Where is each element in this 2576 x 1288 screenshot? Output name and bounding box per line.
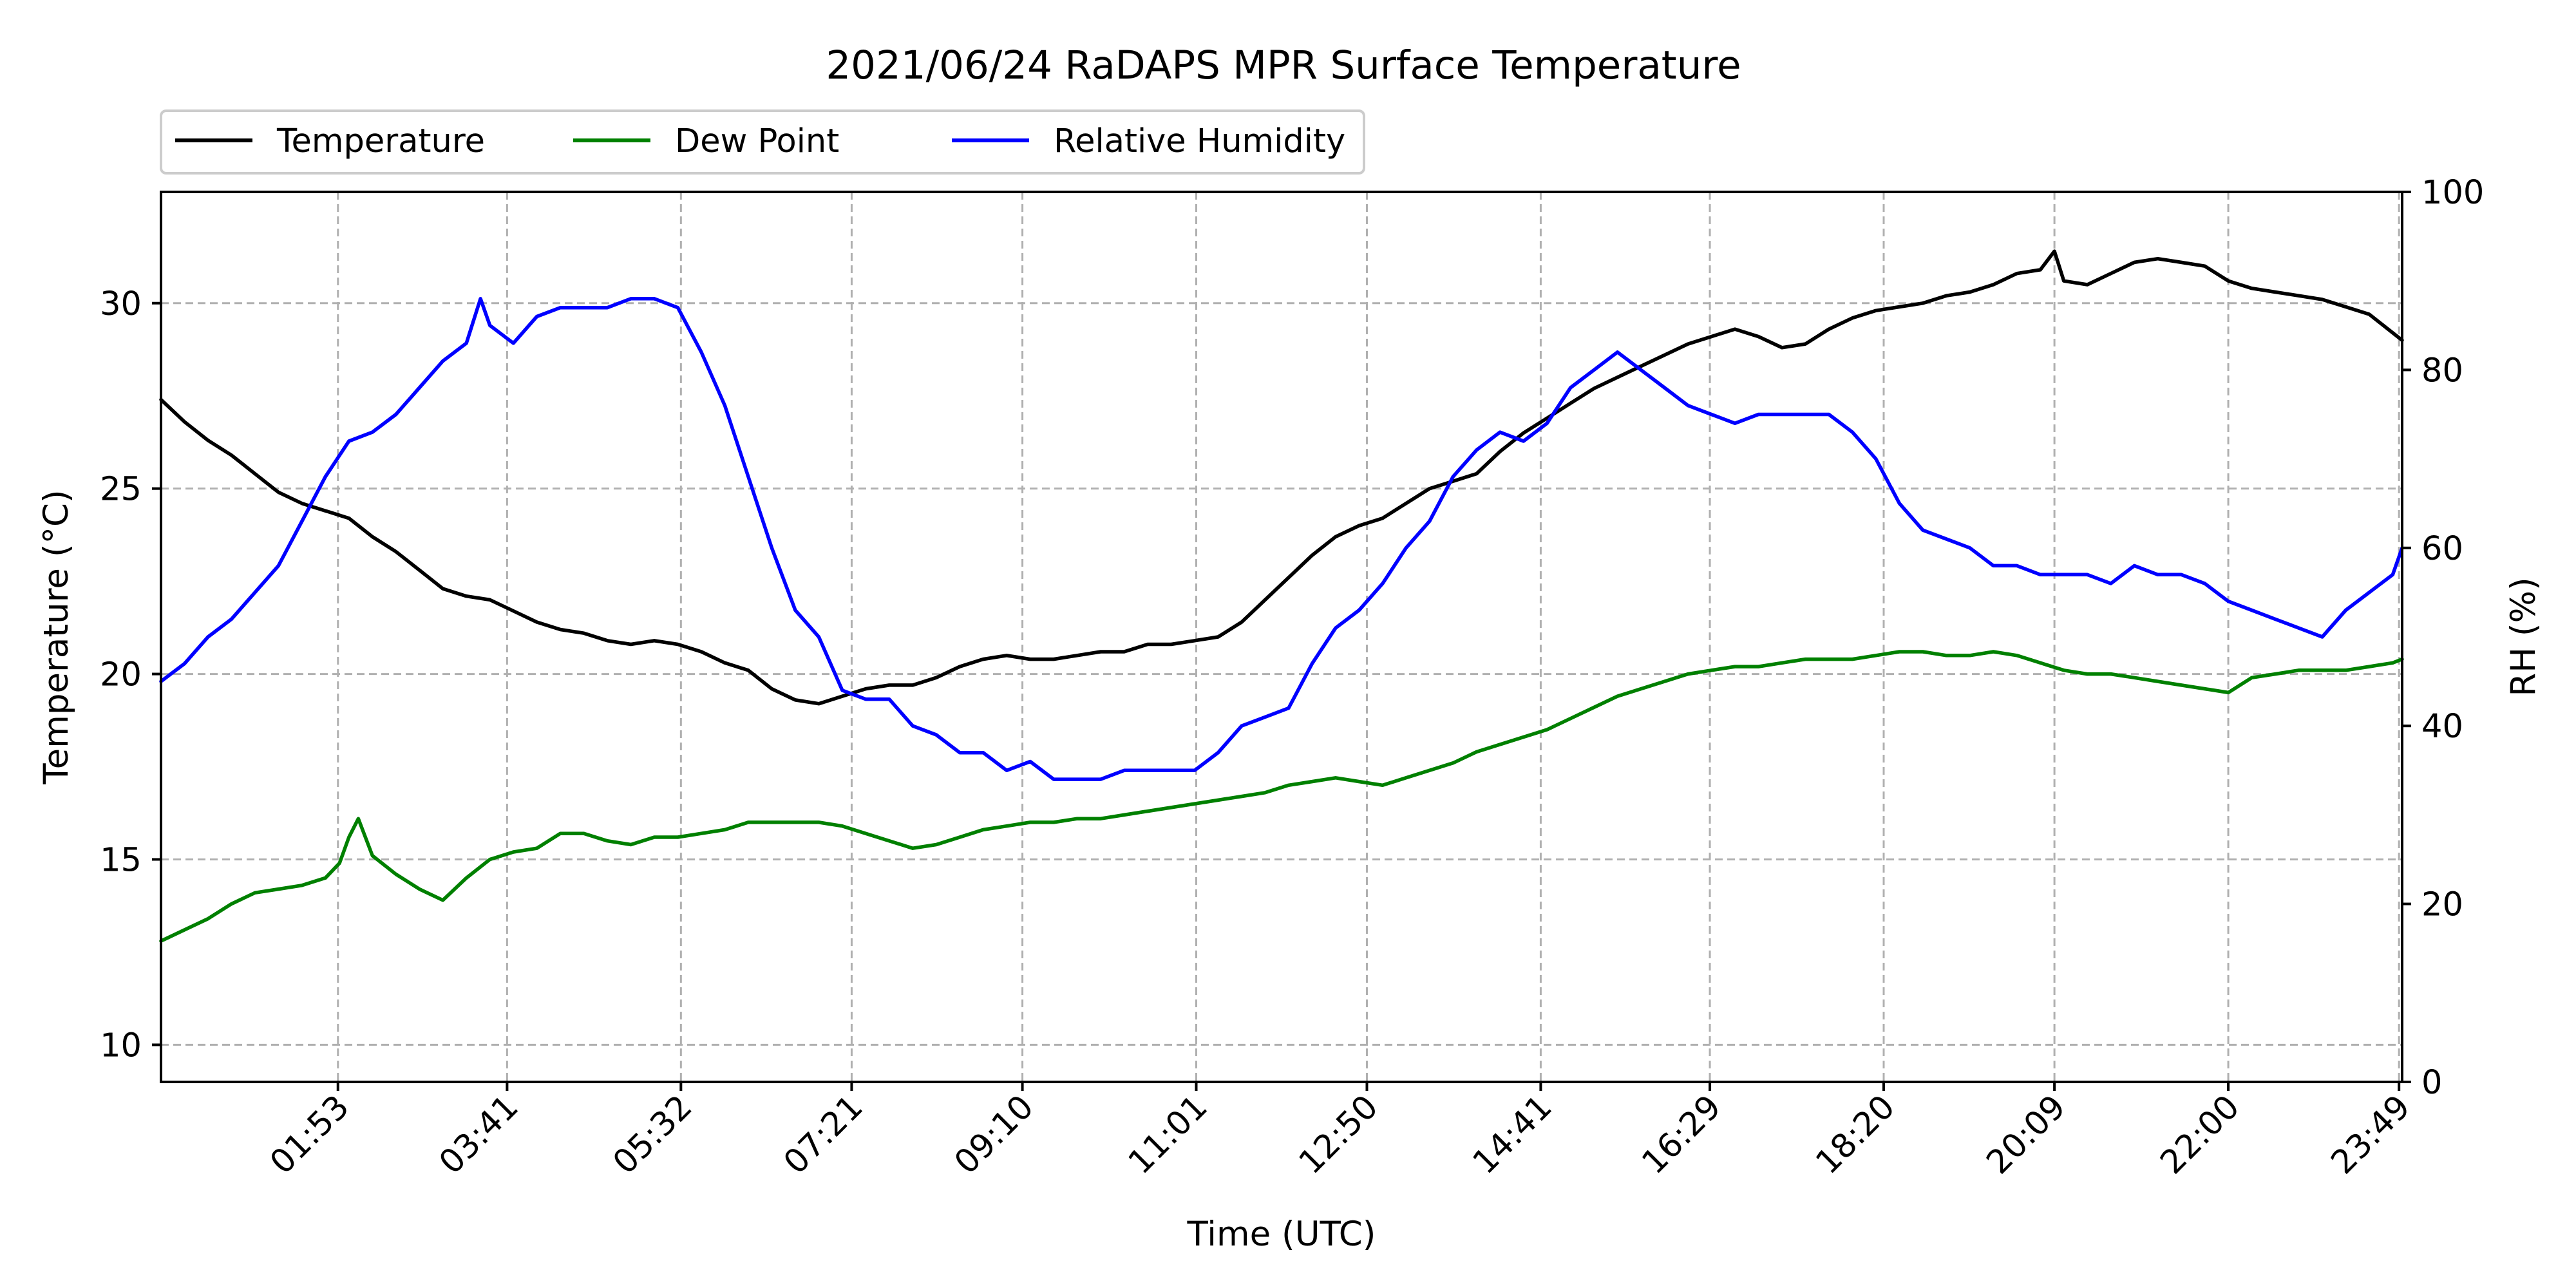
chart-title: 2021/06/24 RaDAPS MPR Surface Temperatur… [826,43,1741,88]
y-axis-left-label: Temperature (°C) [37,489,76,784]
plot-frame [160,191,2403,1083]
series-line-relative-humidity [159,297,2404,781]
grid [161,192,2402,1082]
y-right-tick-label: 0 [2421,1064,2442,1102]
legend-label-relative-humidity: Relative Humidity [1054,122,1345,160]
y-left-tick-label: 25 [100,471,142,509]
legend-entry: Relative Humidity [952,122,1345,160]
legend-entry: Temperature [175,122,485,160]
legend-entry: Dew Point [573,122,839,160]
x-axis-label: Time (UTC) [1187,1215,1376,1254]
y-right-tick-label: 20 [2421,886,2463,924]
y-axis-right-label: RH (%) [2504,577,2543,696]
y-left-tick-label: 10 [100,1027,142,1065]
y-left-tick-label: 20 [100,656,142,694]
legend-frame [160,109,1365,175]
legend: Temperature Dew Point Relative Humidity [160,109,1365,175]
y-right-tick-label: 60 [2421,530,2463,568]
y-left-tick-label: 15 [100,842,142,880]
plot-area [159,249,2404,943]
y-right-tick-label: 80 [2421,352,2463,390]
legend-label-dew-point: Dew Point [675,122,839,160]
series-line-dew-point [159,650,2404,943]
legend-label-temperature: Temperature [276,122,485,160]
y-left-tick-label: 30 [100,285,142,323]
series-line-temperature [159,249,2404,706]
y-right-tick-label: 40 [2421,708,2463,746]
y-right-tick-label: 100 [2421,174,2484,212]
